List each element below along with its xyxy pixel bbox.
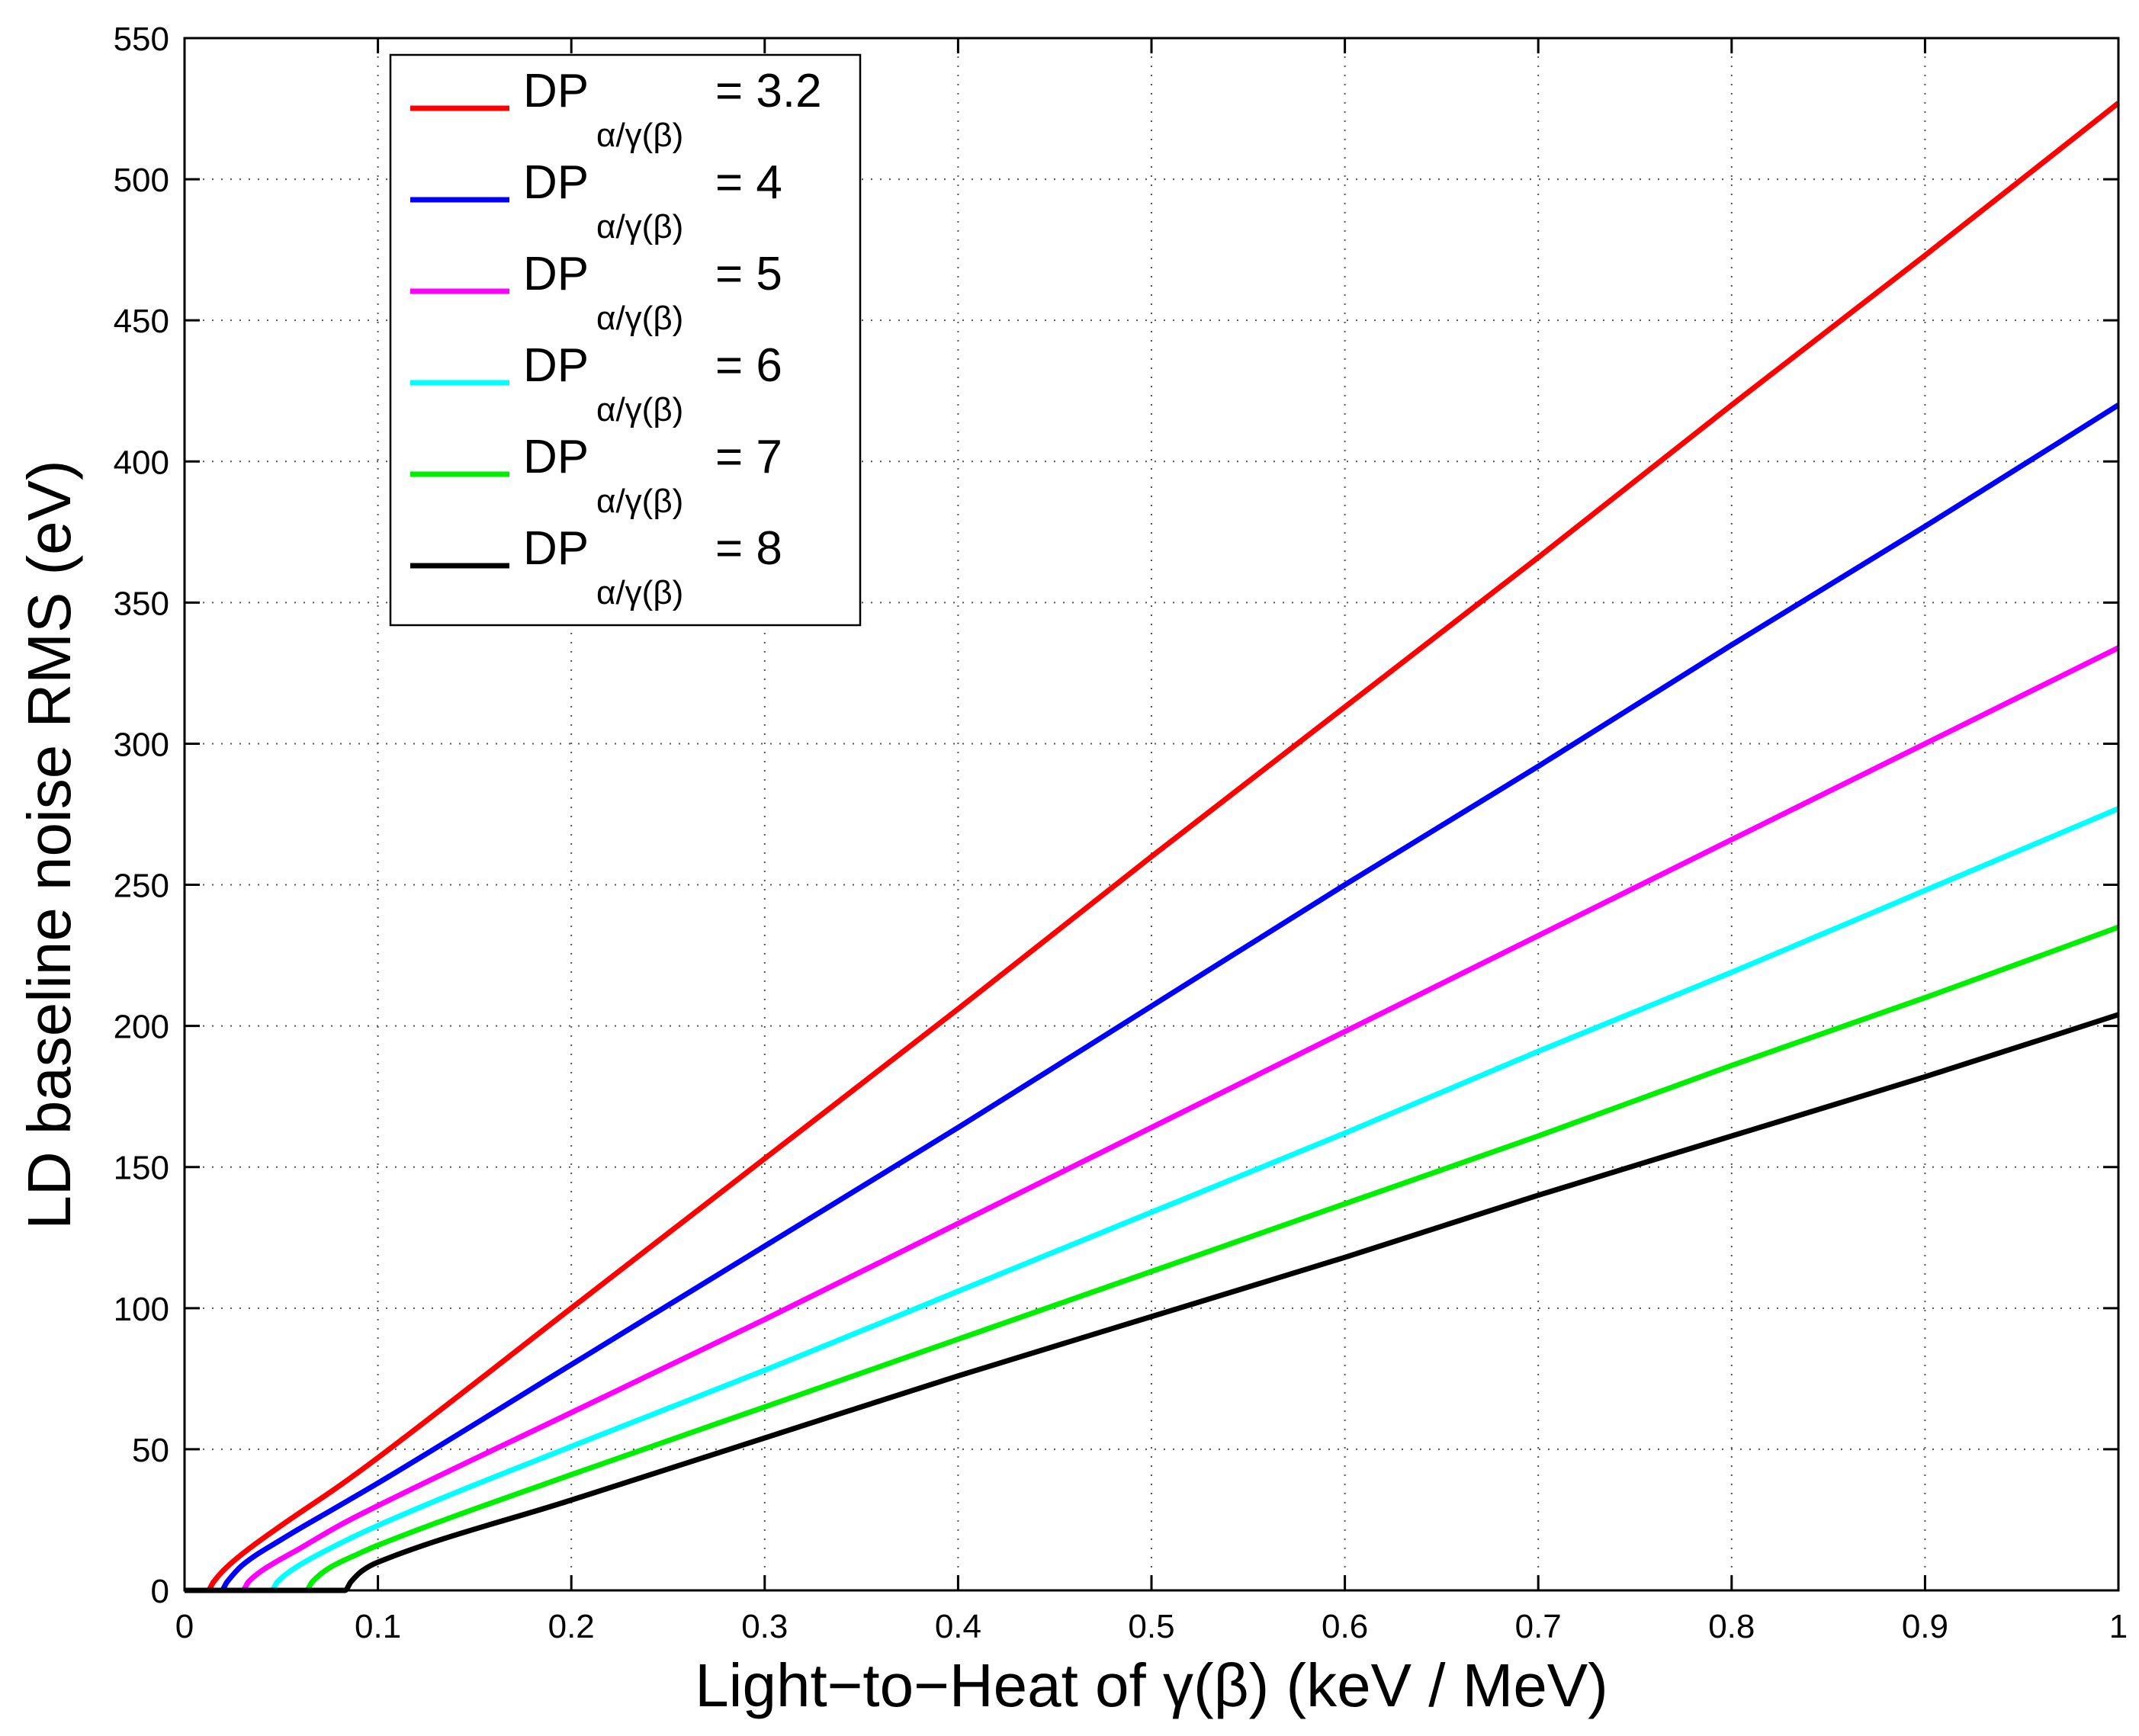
x-tick-label: 0.6 <box>1322 1608 1368 1645</box>
y-tick-label: 500 <box>114 162 169 199</box>
legend-value: = 5 <box>715 248 782 300</box>
x-tick-labels: 0 0.1 0.2 0.3 0.4 0.5 0.6 0.7 0.8 0.9 1 <box>175 1608 2128 1645</box>
legend-value: = 4 <box>715 156 782 209</box>
legend-subscript: α/γ(β) <box>596 483 683 520</box>
y-tick-label: 450 <box>114 303 169 340</box>
legend-item: DPα/γ(β) = 4 <box>410 156 782 245</box>
legend-subscript: α/γ(β) <box>596 208 683 245</box>
series-line <box>185 924 2120 1593</box>
x-tick-label: 0.2 <box>548 1608 595 1645</box>
legend-value: = 8 <box>715 522 782 575</box>
x-tick-label: 0.8 <box>1708 1608 1755 1645</box>
legend-label: DP <box>523 522 589 575</box>
legend-value: = 3.2 <box>715 65 822 117</box>
series-line <box>185 806 2120 1593</box>
x-tick-label: 0.1 <box>355 1608 401 1645</box>
x-tick-label: 0.7 <box>1515 1608 1562 1645</box>
y-tick-labels: 0 50 100 150 200 250 300 350 400 450 500 550 <box>114 21 169 1610</box>
series-lines <box>185 101 2121 1593</box>
legend-subscript: α/γ(β) <box>596 574 683 611</box>
series-line <box>185 101 2121 1593</box>
legend-label: DP <box>523 339 589 392</box>
x-axis-title: Light−to−Heat of γ(β) (keV / MeV) <box>695 1651 1608 1719</box>
legend-item: DPα/γ(β) = 7 <box>410 431 782 520</box>
legend-item: DPα/γ(β) = 8 <box>410 522 782 611</box>
y-tick-label: 100 <box>114 1291 169 1328</box>
legend-item: DPα/γ(β) = 5 <box>410 248 782 337</box>
y-tick-label: 300 <box>114 726 169 763</box>
legend-label: DP <box>523 431 589 483</box>
legend-label: DP <box>523 156 589 209</box>
y-tick-label: 250 <box>114 868 169 905</box>
legend-value: = 6 <box>715 339 782 392</box>
y-tick-label: 50 <box>132 1432 169 1469</box>
x-tick-label: 0 <box>175 1608 194 1645</box>
x-tick-label: 0.3 <box>741 1608 788 1645</box>
legend-subscript: α/γ(β) <box>596 300 683 337</box>
legend-value: = 7 <box>715 431 782 483</box>
y-tick-label: 400 <box>114 444 169 481</box>
legend-label: DP <box>523 65 589 117</box>
series-line <box>185 1012 2120 1593</box>
x-tick-label: 0.4 <box>935 1608 981 1645</box>
x-tick-label: 0.9 <box>1902 1608 1948 1645</box>
x-tick-label: 1 <box>2109 1608 2128 1645</box>
y-tick-label: 550 <box>114 21 169 58</box>
legend-subscript: α/γ(β) <box>596 117 683 154</box>
y-tick-label: 350 <box>114 585 169 622</box>
legend-box <box>389 53 862 627</box>
series-line <box>185 645 2120 1593</box>
legend-item: DPα/γ(β) = 3.2 <box>410 65 822 154</box>
y-tick-label: 200 <box>114 1009 169 1046</box>
series-line <box>185 403 2120 1593</box>
y-tick-label: 0 <box>151 1573 169 1610</box>
legend-label: DP <box>523 248 589 300</box>
y-axis-title: LD baseline noise RMS (eV) <box>15 460 83 1229</box>
axis-ticks <box>183 37 2120 1592</box>
x-tick-label: 0.5 <box>1128 1608 1174 1645</box>
y-tick-label: 150 <box>114 1150 169 1187</box>
legend-subscript: α/γ(β) <box>596 391 683 428</box>
legend-item: DPα/γ(β) = 6 <box>410 339 782 428</box>
